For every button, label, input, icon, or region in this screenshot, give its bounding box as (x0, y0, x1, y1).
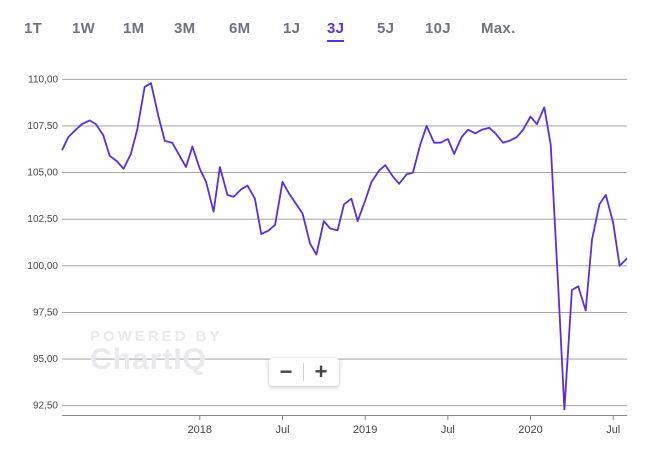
x-axis-ticks: 2018 Jul 2019 Jul 2020 Jul (188, 415, 620, 436)
x-tick-label: 2018 (188, 424, 212, 436)
y-tick-label: 95,00 (33, 354, 58, 365)
y-axis-ticks: 110,00 107,50 105,00 102,50 100,00 97,50 95,00… (27, 74, 58, 411)
range-tab-10j[interactable]: 10J (425, 20, 451, 37)
range-tab-1w[interactable]: 1W (72, 20, 96, 37)
range-tab-5j[interactable]: 5J (377, 20, 395, 37)
y-tick-label: 107,50 (27, 121, 58, 132)
range-tab-1m[interactable]: 1M (123, 20, 145, 37)
range-tab-3j[interactable]: 3J (327, 20, 345, 42)
series (61, 82, 628, 411)
x-tick-label: 2020 (518, 424, 542, 436)
y-tick-label: 92,50 (33, 401, 58, 412)
x-tick-label: Jul (606, 424, 620, 436)
grid (62, 78, 627, 416)
y-tick-label: 102,50 (27, 214, 58, 225)
x-tick-label: Jul (275, 424, 289, 436)
series-line-0 (61, 82, 628, 411)
y-tick-label: 105,00 (27, 168, 58, 179)
range-tab-3m[interactable]: 3M (174, 20, 196, 37)
zoom-out-button[interactable]: − (279, 359, 293, 384)
range-tab-6m[interactable]: 6M (229, 20, 251, 37)
y-tick-label: 97,50 (33, 307, 58, 318)
x-tick-label: 2019 (353, 424, 377, 436)
y-tick-label: 110,00 (28, 74, 58, 85)
range-tab-1t[interactable]: 1T (24, 20, 43, 37)
range-tab-max[interactable]: Max. (481, 20, 516, 37)
zoom-control: − + (269, 358, 339, 386)
x-tick-label: Jul (441, 424, 455, 436)
y-tick-label: 100,00 (27, 261, 58, 272)
range-tab-1j[interactable]: 1J (283, 20, 301, 37)
zoom-divider (303, 363, 304, 381)
range-tabs: 1T 1W 1M 3M 6M 1J 3J 5J 10J Max. (0, 0, 657, 60)
zoom-in-button[interactable]: + (314, 359, 328, 384)
